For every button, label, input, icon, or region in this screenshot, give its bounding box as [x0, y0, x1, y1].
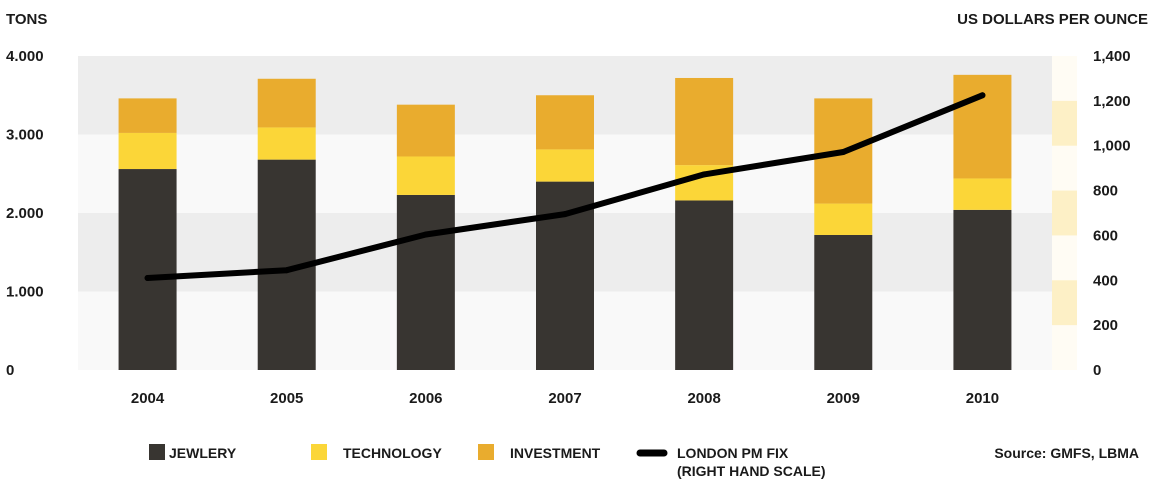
- bar-technology-2007: [536, 149, 594, 182]
- price-point-2010: [979, 92, 986, 99]
- bar-jewlery-2009: [814, 234, 873, 370]
- bar-technology-2005: [257, 127, 316, 160]
- right-axis-ticks: 0 200 400 600 800 1,000 1,200 1,400: [1093, 48, 1131, 379]
- price-point-2009: [840, 148, 847, 155]
- price-point-2004: [144, 275, 151, 282]
- right-strip-band: [1052, 280, 1077, 326]
- right-tick-label: 1,200: [1093, 93, 1131, 110]
- bar-jewlery-2010: [953, 209, 1012, 370]
- category-label-2008: 2008: [687, 390, 720, 407]
- price-line-layer: [144, 92, 986, 282]
- right-axis-strip: [1052, 56, 1077, 370]
- right-tick-label: 1,400: [1093, 48, 1131, 65]
- right-axis-title: US DOLLARS PER OUNCE: [957, 11, 1148, 28]
- right-tick-label: 400: [1093, 272, 1118, 289]
- legend-label-investment: INVESTMENT: [510, 445, 601, 461]
- left-tick-label: 1.000: [6, 284, 44, 301]
- bar-investment-2005: [257, 78, 316, 128]
- price-point-2007: [562, 211, 568, 218]
- bar-investment-2007: [536, 95, 594, 150]
- bar-jewlery-2006: [396, 194, 455, 370]
- category-labels: 2004 2005 2006 2007 2008 2009 2010: [131, 390, 999, 407]
- bar-technology-2006: [396, 156, 455, 195]
- category-label-2007: 2007: [548, 390, 581, 407]
- right-tick-label: 1,000: [1093, 138, 1131, 155]
- bar-investment-2010: [953, 74, 1012, 179]
- category-label-2006: 2006: [409, 390, 442, 407]
- legend-label-technology: TECHNOLOGY: [343, 445, 442, 461]
- category-label-2004: 2004: [131, 390, 165, 407]
- right-tick-label: 200: [1093, 317, 1118, 334]
- left-tick-label: 0: [6, 362, 14, 379]
- legend-swatch-investment: [478, 444, 494, 460]
- bar-investment-2006: [396, 104, 455, 157]
- legend-swatch-technology: [311, 444, 327, 460]
- left-tick-label: 2.000: [6, 205, 44, 222]
- bar-technology-2009: [814, 203, 873, 235]
- legend-swatch-jewlery: [149, 444, 165, 460]
- bars: [118, 74, 1012, 370]
- right-strip-band: [1052, 190, 1077, 236]
- right-tick-label: 600: [1093, 227, 1118, 244]
- bar-technology-2010: [953, 178, 1012, 210]
- source-note: Source: GMFS, LBMA: [994, 445, 1139, 461]
- left-tick-label: 4.000: [6, 48, 44, 65]
- bar-jewlery-2008: [675, 200, 734, 370]
- right-tick-label: 800: [1093, 183, 1118, 200]
- left-axis-title: TONS: [6, 11, 47, 28]
- legend: JEWLERY TECHNOLOGY INVESTMENT LONDON PM …: [149, 444, 826, 479]
- legend-label-jewlery: JEWLERY: [169, 445, 237, 461]
- legend-label-line: LONDON PM FIX: [677, 445, 789, 461]
- legend-label-line-scale: (RIGHT HAND SCALE): [677, 463, 826, 479]
- right-strip-band: [1052, 100, 1077, 146]
- bar-investment-2008: [675, 77, 734, 166]
- category-label-2010: 2010: [966, 390, 999, 407]
- category-label-2005: 2005: [270, 390, 303, 407]
- category-label-2009: 2009: [827, 390, 860, 407]
- bar-investment-2004: [118, 98, 177, 133]
- left-tick-label: 3.000: [6, 127, 44, 144]
- price-point-2005: [283, 267, 290, 274]
- price-point-2006: [422, 231, 429, 238]
- bar-technology-2004: [118, 132, 177, 170]
- price-point-2008: [701, 171, 708, 178]
- bar-jewlery-2004: [118, 169, 177, 370]
- left-axis-ticks: 0 1.000 2.000 3.000 4.000: [6, 48, 44, 379]
- right-tick-label: 0: [1093, 362, 1101, 379]
